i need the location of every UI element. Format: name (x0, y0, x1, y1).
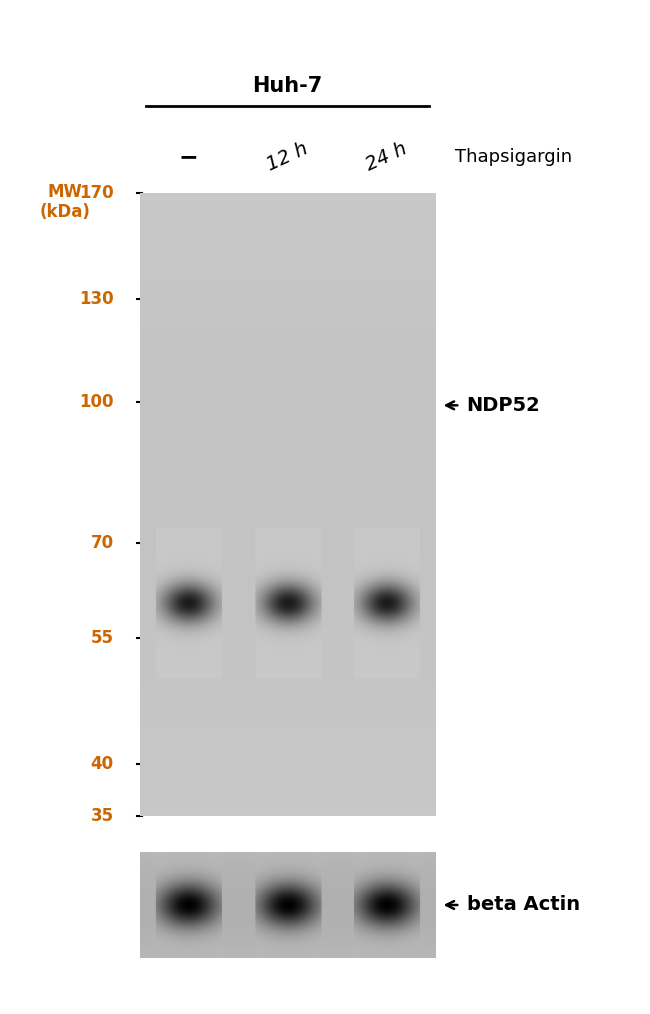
Text: Huh-7: Huh-7 (252, 76, 323, 96)
Text: 35: 35 (90, 807, 114, 825)
Text: 130: 130 (79, 290, 114, 307)
Text: Thapsigargin: Thapsigargin (455, 148, 572, 166)
Text: −: − (179, 145, 198, 169)
Text: NDP52: NDP52 (467, 395, 540, 415)
Text: beta Actin: beta Actin (467, 895, 580, 915)
Text: 40: 40 (90, 754, 114, 773)
Text: 12 h: 12 h (264, 139, 311, 175)
Text: 170: 170 (79, 184, 114, 202)
Text: 55: 55 (91, 629, 114, 647)
Text: MW
(kDa): MW (kDa) (40, 183, 90, 221)
Text: 70: 70 (90, 533, 114, 552)
Text: 24 h: 24 h (363, 139, 410, 175)
Text: 100: 100 (79, 393, 114, 411)
